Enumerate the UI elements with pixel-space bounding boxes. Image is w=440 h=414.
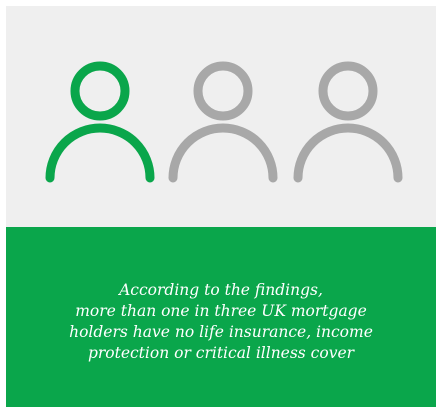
people-icons-graphic bbox=[45, 61, 403, 183]
caption-line: According to the findings, bbox=[119, 281, 323, 299]
people-icons-panel bbox=[6, 6, 436, 227]
person-icon bbox=[168, 61, 278, 183]
caption-line: protection or critical illness cover bbox=[87, 344, 355, 362]
person-icon bbox=[45, 61, 155, 183]
caption-line: more than one in three UK mortgage bbox=[75, 302, 367, 320]
infographic-card: According to the findings, more than one… bbox=[6, 6, 436, 407]
caption-panel: According to the findings, more than one… bbox=[6, 227, 436, 407]
person-icon bbox=[293, 61, 403, 183]
caption-line: holders have no life insurance, income bbox=[69, 323, 373, 341]
caption-text: According to the findings, more than one… bbox=[21, 280, 421, 364]
